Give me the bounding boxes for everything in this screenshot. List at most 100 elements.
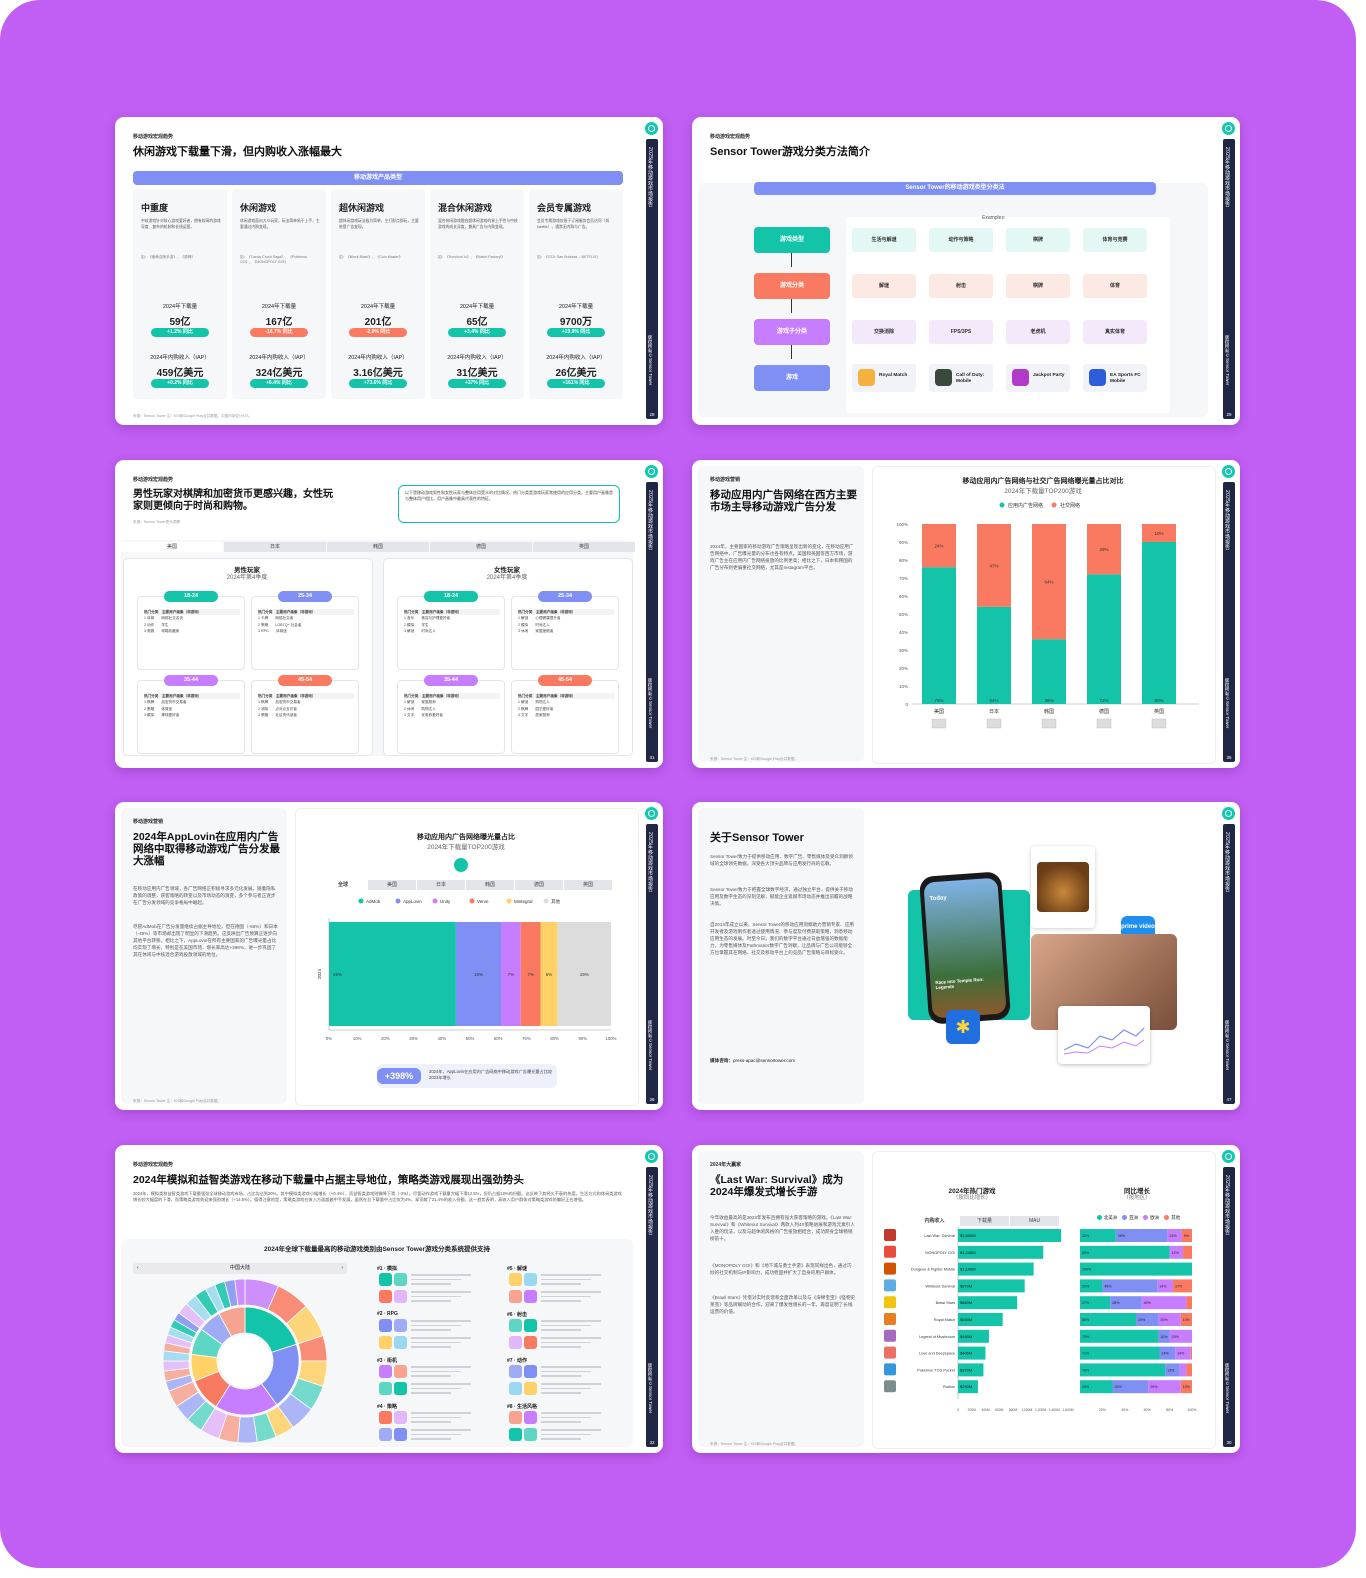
stat-line — [541, 1300, 581, 1302]
slide-top-categories[interactable]: 移动游戏宏观趋势 2024年模拟和益智类游戏在移动下载量中占据主导地位，策略类游… — [115, 1145, 663, 1453]
game-app-icon — [884, 1363, 896, 1376]
gender-title: 男性玩家 — [234, 567, 260, 574]
game-icon — [379, 1290, 392, 1303]
region-tab[interactable]: 英国 — [564, 880, 612, 890]
taxonomy-example: 交换消除 — [852, 320, 916, 344]
data-label: 20% — [1082, 1284, 1090, 1288]
bar — [958, 1380, 978, 1394]
iap-label: 2024年内购收入（IAP） — [447, 355, 507, 361]
table-head: 热门分类 主要用户画像（非游戏） — [404, 609, 500, 616]
region-tab[interactable]: 全球 — [319, 880, 367, 890]
metric-tab[interactable]: MAU — [1010, 1216, 1059, 1226]
x-tick-label: 30% — [409, 1036, 418, 1041]
bar-segment — [1080, 1363, 1166, 1377]
category-heading: #2 · RPG — [377, 1311, 398, 1317]
region-select[interactable]: ‹ 中国大陆 › — [133, 1263, 347, 1274]
game-app-icon — [884, 1346, 896, 1359]
taxonomy-level: 游戏 — [754, 365, 830, 391]
game-icon — [394, 1365, 407, 1378]
region-tab[interactable]: 德国 — [515, 880, 563, 890]
iap-value: 459亿美元 — [156, 368, 204, 379]
slide-last-war[interactable]: 2024年大赢家 《Last War: Survival》成为2024年爆发式增… — [692, 1145, 1240, 1453]
region-growth-chart: 32% 46% 13% 9% 80% 12% 100% 20% 49% 14% 17% 27% 28% 4… — [1080, 1229, 1197, 1412]
slide-ad-networks-west[interactable]: 移动游戏营销 移动应用内广告网络在西方主要市场主导移动游戏广告分发 2024年，… — [692, 460, 1240, 768]
region-tab[interactable]: 韩国 — [466, 880, 514, 890]
slide-tag: 移动游戏营销 — [710, 477, 741, 483]
y-tick-label: 10% — [899, 684, 908, 689]
country-tab[interactable]: 美国 — [121, 542, 223, 552]
bar-in-app — [1087, 574, 1121, 704]
table-row: 3 RPG 体育迷 — [258, 628, 287, 633]
bar-segment — [1169, 1329, 1192, 1343]
slide-casual-games[interactable]: 移动游戏宏观趋势 休闲游戏下载量下滑，但内购收入涨幅最大 移动游戏产品类型 中重… — [115, 117, 663, 425]
slide-applovin[interactable]: 移动游戏营销 2024年AppLovin在应用内广告网络中取得移动游戏广告分发最… — [115, 802, 663, 1110]
slide-title: 男性玩家对棋牌和加密货币更感兴趣，女性玩家则更倾向于时尚和购物。 — [133, 489, 333, 512]
country-tab[interactable]: 英国 — [533, 542, 635, 552]
data-label: 24% — [934, 544, 943, 549]
download-value: 59亿 — [169, 317, 191, 328]
stat-line — [541, 1387, 591, 1390]
sunburst-inner-segment[interactable] — [218, 1306, 246, 1338]
slide-taxonomy[interactable]: 移动游戏宏观趋势 Sensor Tower游戏分类方法简介 Sensor Tow… — [692, 117, 1240, 425]
country-tab[interactable]: 德国 — [430, 542, 532, 552]
next-arrow-icon[interactable]: › — [341, 1265, 343, 1271]
bar-segment — [1148, 1380, 1181, 1394]
stat-line — [541, 1421, 581, 1423]
slide-gender-players[interactable]: 移动游戏宏观趋势 男性玩家对棋牌和加密货币更感兴趣，女性玩家则更倾向于时尚和购物… — [115, 460, 663, 768]
stat-line — [541, 1274, 601, 1276]
stat-line — [411, 1295, 461, 1298]
download-value: 201亿 — [364, 317, 392, 328]
y-tick-label: Last War: Survival — [924, 1234, 955, 1238]
table-head: 热门分类 主要用户画像（非游戏） — [144, 693, 240, 700]
data-label: 17% — [1175, 1284, 1183, 1288]
region-tab[interactable]: 日本 — [417, 880, 465, 890]
sunburst-outer-segment[interactable] — [234, 1278, 246, 1306]
y-tick-label: Whiteout Survival — [925, 1284, 955, 1288]
stat-line — [541, 1341, 591, 1344]
country-tab[interactable]: 日本 — [224, 542, 326, 552]
bar-segment — [520, 922, 541, 1026]
download-growth-badge: -16.7% 同比 — [250, 328, 308, 337]
age-pill: 45-54 — [538, 675, 592, 686]
bar-segment — [1080, 1313, 1136, 1326]
metric-tab[interactable]: 内购收入 — [910, 1216, 959, 1226]
side-rail: 2025年移动游戏市场报告 版权所有©Sensor Tower 47 — [1218, 802, 1240, 1110]
download-value: 167亿 — [265, 317, 293, 328]
sunburst-outer-segment[interactable] — [237, 1415, 258, 1444]
data-label: 71% — [1082, 1352, 1090, 1356]
y-tick-label: MONOPOLY GO! — [925, 1251, 955, 1255]
slide-about-sensor-tower[interactable]: 关于Sensor Tower Sensor Tower致力于提供移动应用、数字广… — [692, 802, 1240, 1110]
prev-arrow-icon[interactable]: ‹ — [137, 1265, 139, 1271]
table-row: 2 休闲 购物达人 — [404, 706, 436, 711]
download-growth-badge: +1.2% 同比 — [151, 328, 209, 337]
bar-segment — [1080, 1380, 1113, 1394]
region-tab[interactable]: 美国 — [368, 880, 416, 890]
stat-line — [411, 1341, 461, 1344]
metric-tab[interactable]: 下载量 — [960, 1216, 1009, 1226]
legend-swatch — [432, 898, 438, 904]
stat-line — [411, 1416, 461, 1419]
download-growth-badge: +3.4% 同比 — [448, 328, 506, 337]
game-app-icon — [1012, 369, 1029, 386]
genre-column: 中重度 中核游戏针对核心游戏爱好者，拥有较高的游戏深度、复杂的机制和长线运营。 如：… — [133, 189, 227, 399]
legend-label: Unity — [440, 899, 451, 904]
side-rail: 2025年移动游戏市场报告 版权所有©Sensor Tower 35 — [1218, 460, 1240, 768]
game-app-icon — [884, 1329, 896, 1342]
stat-line — [541, 1438, 581, 1440]
country-tab[interactable]: 韩国 — [327, 542, 429, 552]
bar — [958, 1245, 1044, 1259]
data-label: 27% — [1082, 1301, 1090, 1305]
download-label: 2024年下载量 — [261, 304, 297, 310]
bar-segment — [329, 922, 456, 1026]
contact-email[interactable]: press-apac@sensortower.com — [732, 1058, 796, 1063]
y-tick-label: Roblox — [943, 1385, 955, 1389]
data-label: 16% — [474, 972, 483, 977]
left-chart-subtitle: （按同比增长） — [952, 1195, 992, 1201]
table-row: 2 动作 学生 — [144, 622, 169, 627]
data-label: 50% — [1082, 1318, 1090, 1322]
game-icon — [509, 1336, 522, 1349]
game-icon — [379, 1428, 392, 1441]
bar-segment — [1080, 1262, 1192, 1276]
y-tick-label: Dungeon & Fighter Mobile — [911, 1268, 955, 1272]
stat-line — [541, 1370, 591, 1373]
